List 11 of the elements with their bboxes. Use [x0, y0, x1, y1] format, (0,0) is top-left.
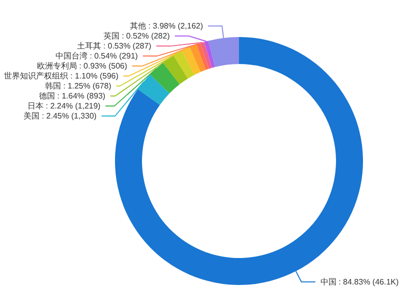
slice-label: 土耳其 : 0.53% (287)	[77, 42, 152, 51]
slice-label: 世界知识产权组织 : 1.10% (596)	[4, 72, 119, 81]
slice-label: 其他 : 3.98% (2,162)	[130, 22, 204, 31]
slice-label: 日本 : 2.24% (1,219)	[28, 102, 101, 111]
slice-label: 英国 : 0.52% (282)	[103, 32, 170, 41]
slice-label: 中国 : 84.83% (46.1K)	[320, 277, 399, 286]
slice-label: 德国 : 1.64% (893)	[39, 92, 106, 101]
slice-label: 韩国 : 1.25% (678)	[44, 82, 112, 91]
slice-label: 欧洲专利局 : 0.93% (506)	[36, 62, 128, 71]
slice-label: 中国台湾 : 0.54% (291)	[56, 52, 138, 61]
slice-label: 美国 : 2.45% (1,330)	[24, 112, 97, 121]
